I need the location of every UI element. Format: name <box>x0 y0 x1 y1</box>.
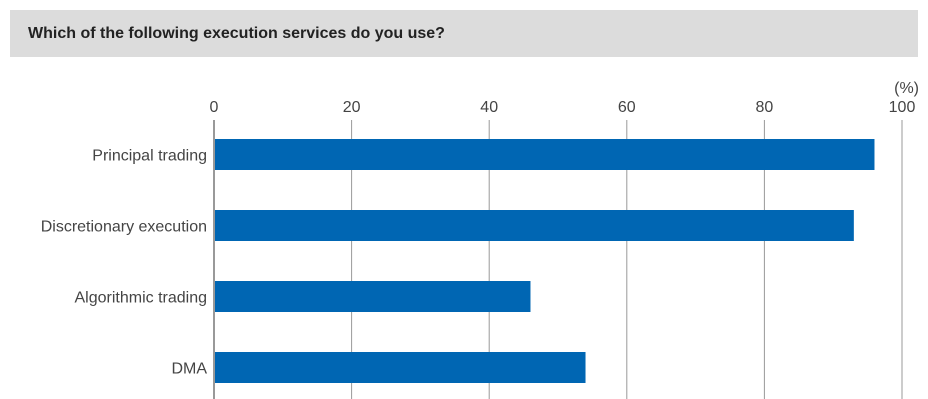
category-label: Algorithmic trading <box>75 290 208 307</box>
x-tick-label: 40 <box>480 99 498 116</box>
bar <box>215 210 854 241</box>
x-tick-label: 100 <box>889 99 916 116</box>
x-tick-label: 0 <box>210 99 219 116</box>
x-tick-label: 80 <box>756 99 774 116</box>
category-label: DMA <box>171 361 207 378</box>
category-labels: Principal trading Discretionary execution… <box>41 148 208 378</box>
category-label: Principal trading <box>92 148 207 165</box>
x-tick-label: 60 <box>618 99 636 116</box>
category-label: Discretionary execution <box>41 219 207 236</box>
chart-title: Which of the following execution service… <box>28 24 445 42</box>
bars <box>215 139 875 383</box>
unit-label: (%) <box>894 80 919 97</box>
x-tick-labels: 0 20 40 60 80 100 <box>210 99 916 116</box>
bar <box>215 139 875 170</box>
x-tick-label: 20 <box>343 99 361 116</box>
bar <box>215 352 586 383</box>
bar <box>215 281 531 312</box>
chart-title-bar: Which of the following execution service… <box>10 10 918 57</box>
